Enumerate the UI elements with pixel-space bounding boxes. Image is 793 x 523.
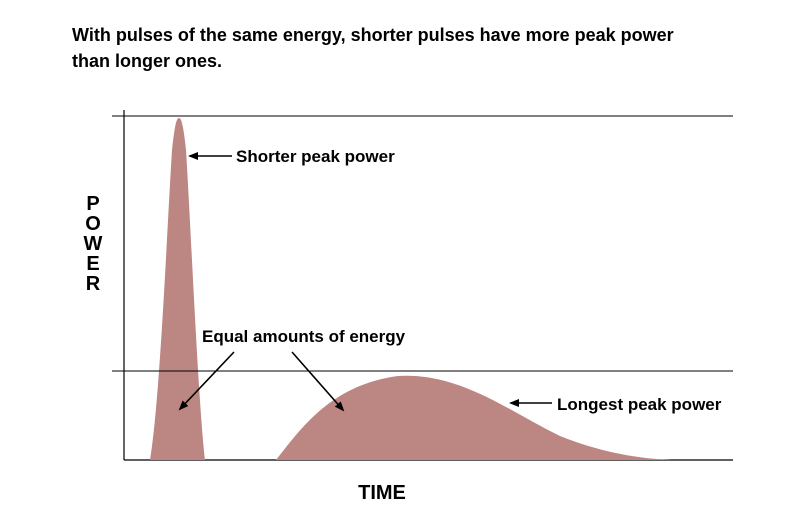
x-axis-label: TIME — [358, 482, 406, 504]
long-pulse-shape — [276, 375, 672, 460]
equal-energy-label: Equal amounts of energy — [202, 327, 406, 346]
y-axis-label: POWER — [83, 193, 103, 295]
short-pulse-shape — [150, 118, 205, 460]
diagram-title: With pulses of the same energy, shorter … — [72, 25, 674, 71]
long-pulse-label: Longest peak power — [557, 395, 722, 414]
equal-energy-arrow-right — [291, 351, 345, 412]
short-pulse-label: Shorter peak power — [236, 147, 395, 166]
equal-energy-arrow-left — [178, 351, 235, 411]
